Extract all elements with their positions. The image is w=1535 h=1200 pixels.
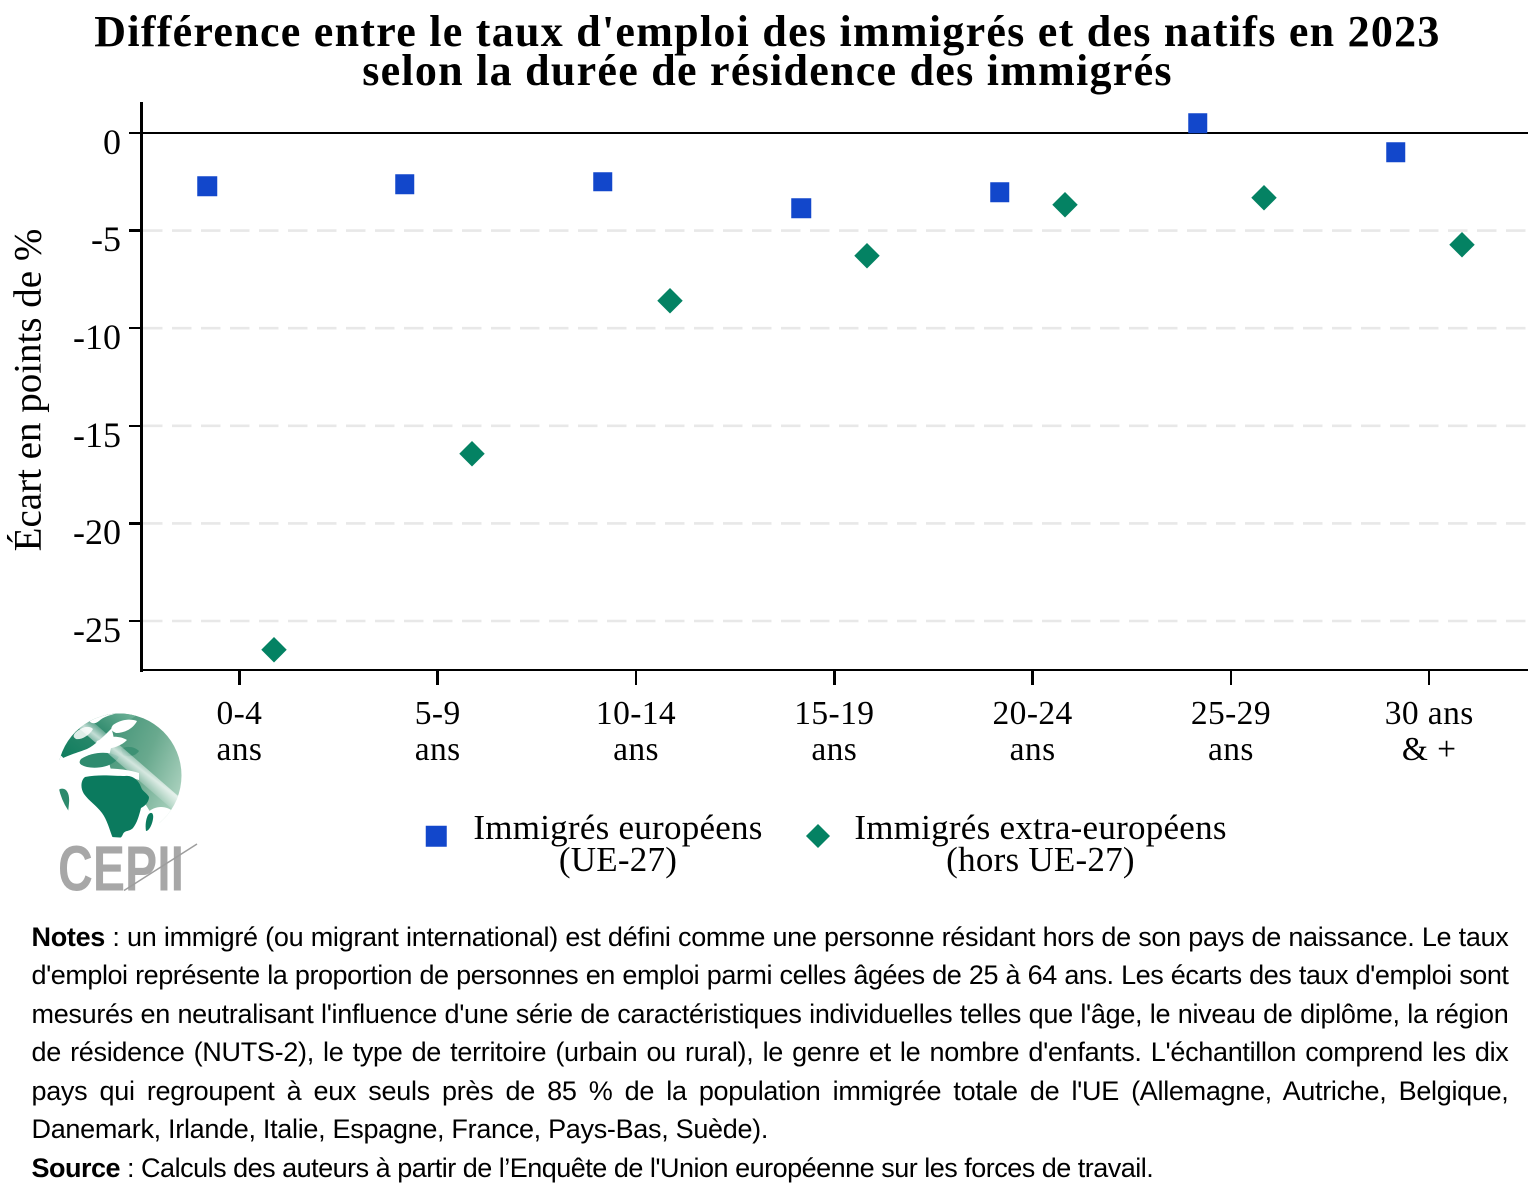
- svg-text:CEPII: CEPII: [58, 833, 184, 899]
